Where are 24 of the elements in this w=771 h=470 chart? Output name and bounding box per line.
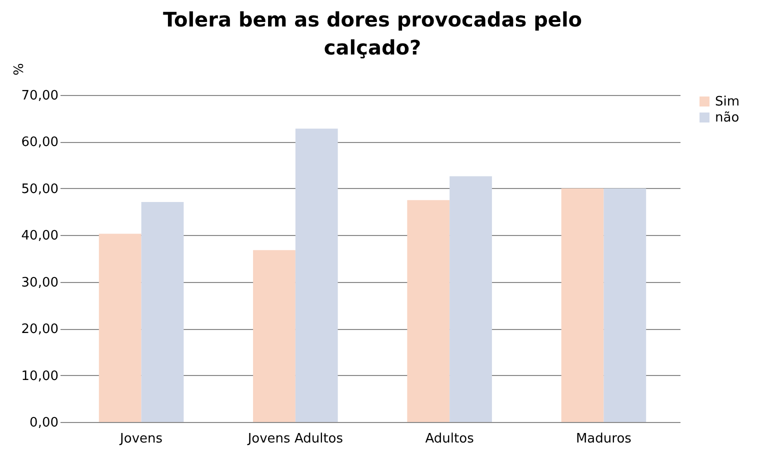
y-tick-label: 0,00: [30, 416, 58, 430]
y-tick-label: 40,00: [21, 228, 58, 244]
bar: [561, 188, 604, 422]
y-tick-label: 20,00: [21, 322, 58, 338]
y-tick-label: 30,00: [21, 275, 58, 290]
bar: [604, 188, 646, 422]
chart-title: Tolera bem as dores provocadas pelo calçado?: [162, 8, 582, 60]
x-tick-label: Jovens: [119, 432, 163, 446]
bar: [407, 200, 450, 422]
legend-label: Sim: [715, 94, 740, 110]
bar: [141, 202, 184, 422]
y-axis-title: %: [10, 63, 24, 76]
bar: [450, 176, 492, 422]
x-tick-label: Maduros: [576, 432, 632, 446]
legend-label: não: [715, 110, 740, 126]
y-tick-label: 10,00: [21, 368, 58, 384]
y-tick-label: 60,00: [21, 135, 58, 150]
y-tick-label: 50,00: [21, 182, 58, 197]
bar: [295, 128, 338, 422]
bar: [253, 250, 296, 422]
bar: [98, 234, 142, 422]
x-tick-label: Adultos: [425, 432, 474, 446]
x-tick-label: Jovens Adultos: [246, 432, 344, 446]
y-tick-label: 70,00: [21, 88, 58, 104]
